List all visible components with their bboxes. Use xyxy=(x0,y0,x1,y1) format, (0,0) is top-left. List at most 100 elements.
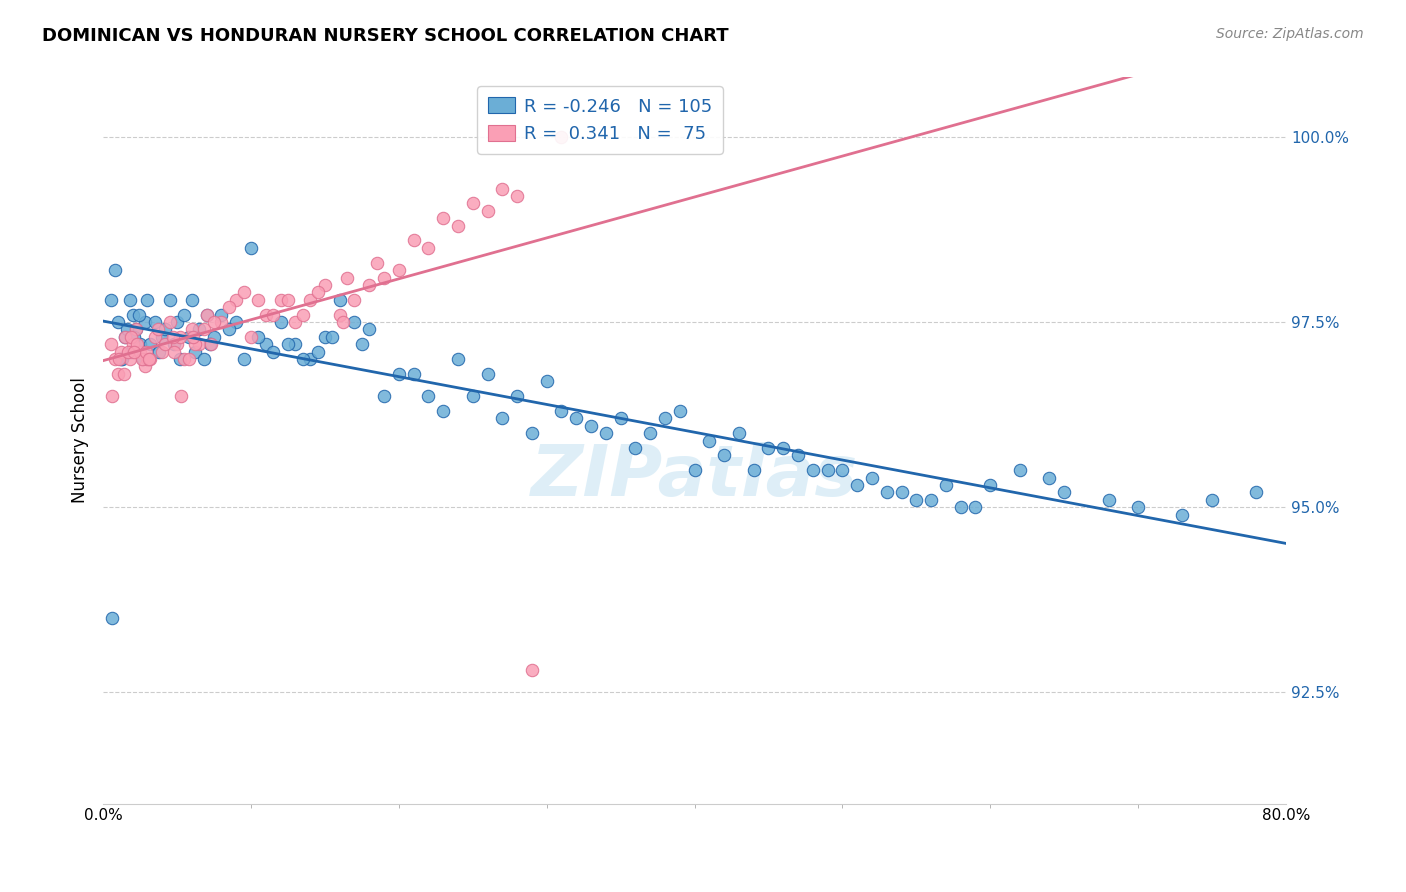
Point xyxy=(121,337,143,351)
Point xyxy=(772,441,794,455)
Point xyxy=(136,293,159,307)
Point xyxy=(550,129,572,144)
Point xyxy=(1008,463,1031,477)
Point xyxy=(240,241,263,255)
Point xyxy=(148,344,170,359)
Point xyxy=(240,330,263,344)
Point xyxy=(181,330,204,344)
Point xyxy=(373,270,395,285)
Point xyxy=(173,308,195,322)
Point xyxy=(447,219,470,233)
Point xyxy=(107,315,129,329)
Point xyxy=(159,315,181,329)
Point xyxy=(117,344,139,359)
Point xyxy=(111,351,134,366)
Point xyxy=(232,285,254,300)
Point xyxy=(101,611,124,625)
Point xyxy=(299,293,322,307)
Point xyxy=(1097,492,1119,507)
Point xyxy=(108,351,131,366)
Point xyxy=(202,330,225,344)
Point xyxy=(565,411,588,425)
Point xyxy=(1171,508,1194,522)
Point xyxy=(118,293,141,307)
Point xyxy=(193,322,215,336)
Point xyxy=(359,277,381,292)
Point xyxy=(432,404,454,418)
Point xyxy=(979,478,1001,492)
Point xyxy=(935,478,957,492)
Point xyxy=(118,351,141,366)
Point xyxy=(262,308,284,322)
Point xyxy=(299,351,322,366)
Point xyxy=(177,330,200,344)
Point xyxy=(329,308,352,322)
Point xyxy=(128,308,150,322)
Point xyxy=(359,322,381,336)
Point xyxy=(860,470,883,484)
Point xyxy=(477,367,499,381)
Point xyxy=(110,351,132,366)
Point xyxy=(218,322,240,336)
Point xyxy=(163,344,186,359)
Point xyxy=(447,351,470,366)
Point xyxy=(139,337,162,351)
Text: ZIPatlas: ZIPatlas xyxy=(531,442,858,511)
Point xyxy=(173,351,195,366)
Point xyxy=(114,330,136,344)
Point xyxy=(1126,500,1149,515)
Point xyxy=(146,322,169,336)
Point xyxy=(402,367,425,381)
Point xyxy=(890,485,912,500)
Point xyxy=(291,351,314,366)
Point xyxy=(1246,485,1268,500)
Point xyxy=(129,344,152,359)
Point xyxy=(101,389,124,403)
Point xyxy=(787,448,810,462)
Point xyxy=(314,277,336,292)
Point xyxy=(202,315,225,329)
Point xyxy=(136,351,159,366)
Point xyxy=(595,426,617,441)
Point xyxy=(949,500,972,515)
Point xyxy=(920,492,942,507)
Point xyxy=(343,315,366,329)
Point xyxy=(254,308,277,322)
Point xyxy=(270,293,292,307)
Point xyxy=(742,463,765,477)
Point xyxy=(366,255,388,269)
Point xyxy=(177,351,200,366)
Point xyxy=(184,344,207,359)
Point xyxy=(120,344,142,359)
Point xyxy=(115,322,138,336)
Point xyxy=(1053,485,1076,500)
Y-axis label: Nursery School: Nursery School xyxy=(72,377,89,503)
Point xyxy=(579,418,602,433)
Point xyxy=(188,322,211,336)
Point xyxy=(291,308,314,322)
Point xyxy=(965,500,987,515)
Point xyxy=(124,322,146,336)
Point xyxy=(876,485,898,500)
Point xyxy=(209,315,232,329)
Point xyxy=(254,337,277,351)
Point xyxy=(232,351,254,366)
Point xyxy=(373,389,395,403)
Point xyxy=(477,203,499,218)
Point xyxy=(218,300,240,314)
Point xyxy=(350,337,373,351)
Point xyxy=(262,344,284,359)
Point xyxy=(432,211,454,226)
Point xyxy=(166,315,188,329)
Point xyxy=(150,344,173,359)
Point xyxy=(121,308,143,322)
Point xyxy=(321,330,343,344)
Point xyxy=(654,411,676,425)
Point xyxy=(188,337,211,351)
Point xyxy=(758,441,780,455)
Point xyxy=(114,330,136,344)
Point xyxy=(846,478,869,492)
Point xyxy=(155,322,177,336)
Point xyxy=(461,196,484,211)
Point xyxy=(135,344,157,359)
